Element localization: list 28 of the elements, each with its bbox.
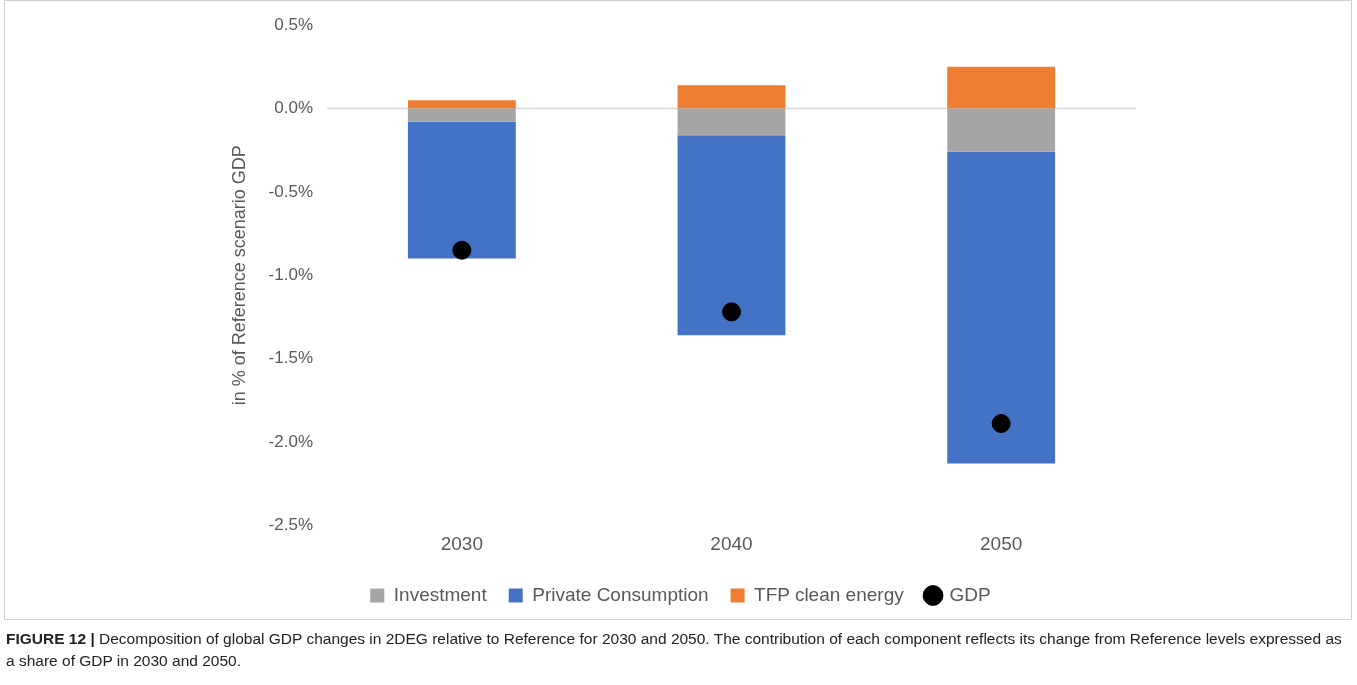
y-tick-label: -2.0%: [268, 431, 314, 451]
bar: [407, 121, 516, 259]
legend-label: TFP clean energy: [754, 583, 905, 605]
x-tick-label: 2050: [980, 532, 1023, 554]
point: [991, 414, 1011, 434]
bar: [947, 151, 1056, 464]
bar: [677, 135, 786, 336]
caption: FIGURE 12 | Decomposition of global GDP changes in 2DEG relative to Reference for 2030 and 2050. The contribution of each component reflects its change from Reference levels expressed as a share of GDP in 2030 and 2050.: [6, 629, 1343, 671]
x-tick-label: 2040: [710, 532, 753, 554]
y-tick-label: -2.5%: [268, 514, 314, 534]
legend-label: Investment: [393, 583, 488, 605]
bar: [407, 108, 516, 122]
bar: [947, 108, 1056, 152]
point: [722, 302, 742, 322]
bar: [407, 100, 516, 109]
y-tick-label: -1.5%: [268, 348, 314, 368]
bar: [677, 85, 786, 109]
y-tick-label: -0.5%: [268, 181, 314, 201]
bar: [947, 66, 1056, 109]
y-tick-label: 0.0%: [274, 98, 314, 118]
legend-label: GDP: [949, 583, 991, 605]
bar: [677, 108, 786, 136]
point: [452, 240, 472, 260]
legend-label: Private Consumption: [532, 583, 709, 605]
y-tick-label: -1.0%: [268, 264, 314, 284]
y-axis-title: in % of Reference scenario GDP: [228, 145, 249, 406]
y-tick-label: 0.5%: [274, 14, 314, 34]
x-tick-label: 2030: [440, 532, 483, 554]
